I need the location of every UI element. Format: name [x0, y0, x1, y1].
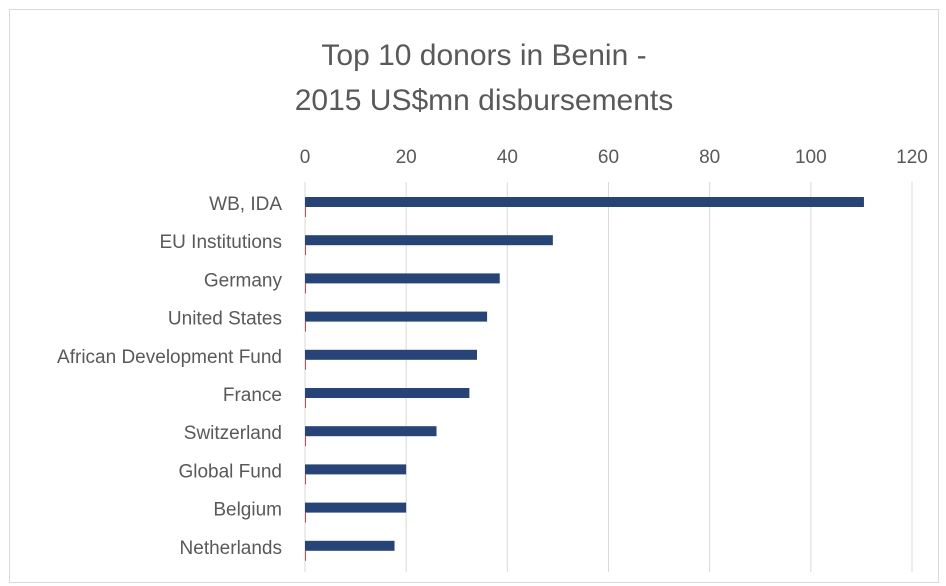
bar-secondary — [305, 245, 307, 256]
category-label: Global Fund — [178, 461, 282, 482]
x-tick-label: 0 — [300, 147, 311, 168]
bar — [305, 540, 395, 551]
x-tick-label: 40 — [497, 147, 518, 168]
x-axis-tick-labels: 0 20 40 60 80 100 120 — [300, 147, 928, 168]
bar — [305, 388, 470, 398]
category-label: Netherlands — [180, 538, 282, 559]
bar — [305, 349, 477, 360]
bar — [305, 426, 437, 437]
bar-secondary — [305, 512, 307, 523]
category-label: EU Institutions — [160, 232, 283, 253]
x-tick-label: 60 — [598, 147, 619, 168]
bar-secondary — [305, 207, 307, 217]
category-label: WB, IDA — [209, 194, 282, 215]
bar-secondary — [305, 359, 307, 370]
x-tick-label: 20 — [396, 147, 417, 168]
category-label: Belgium — [213, 500, 282, 521]
category-labels: WB, IDA EU Institutions Germany United Stat… — [57, 194, 282, 559]
category-label: Switzerland — [184, 423, 282, 444]
bar-secondary — [305, 283, 307, 294]
x-tick-label: 100 — [795, 147, 827, 168]
category-label: France — [223, 385, 282, 406]
bar-secondary — [305, 550, 307, 561]
bar-secondary — [305, 436, 307, 447]
bar — [305, 235, 553, 246]
bar — [305, 464, 407, 475]
x-tick-label: 120 — [896, 147, 928, 168]
bar-secondary — [305, 321, 307, 332]
category-label: Germany — [204, 270, 283, 291]
bar — [305, 311, 488, 322]
bar — [305, 197, 864, 207]
bar-secondary — [305, 474, 307, 485]
category-label: African Development Fund — [57, 347, 282, 368]
bars — [305, 197, 864, 561]
category-label: United States — [168, 309, 282, 330]
chart-frame — [9, 9, 939, 583]
chart-title-line-2: 2015 US$mn disbursements — [295, 84, 674, 117]
x-tick-label: 80 — [699, 147, 720, 168]
bar-secondary — [305, 398, 307, 408]
chart-title-line-1: Top 10 donors in Benin - — [321, 39, 646, 72]
bar — [305, 273, 500, 284]
bar — [305, 502, 407, 513]
